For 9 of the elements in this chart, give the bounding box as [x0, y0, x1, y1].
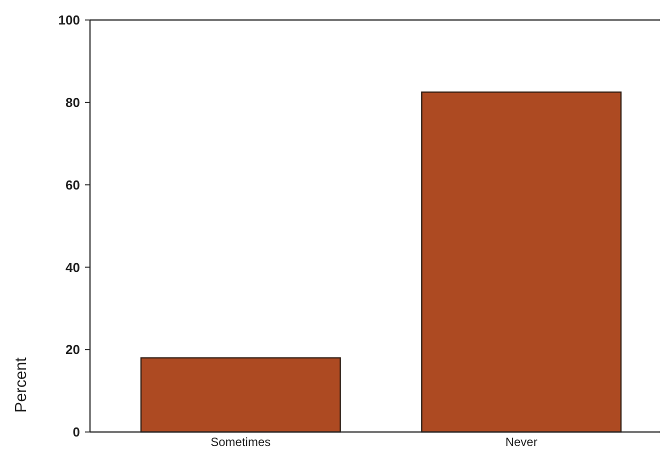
- x-tick-label: Sometimes: [210, 435, 271, 449]
- y-tick-label: 20: [66, 342, 80, 358]
- y-tick-label: 40: [66, 260, 80, 275]
- y-tick-label: 0: [72, 424, 80, 440]
- y-tick-label: 80: [66, 94, 80, 110]
- y-tick-label: 100: [58, 12, 80, 28]
- y-axis-title: Percent: [13, 356, 30, 413]
- x-tick-label: Never: [505, 435, 538, 449]
- y-tick-label: 60: [66, 177, 80, 192]
